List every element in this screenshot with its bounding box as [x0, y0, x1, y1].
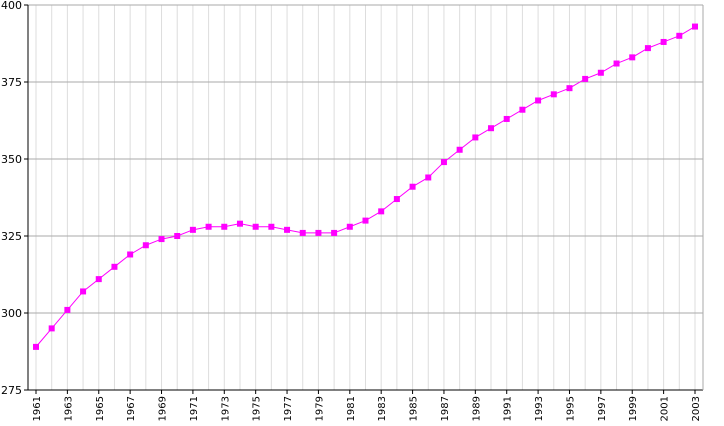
major-gridlines: [28, 4, 703, 391]
x-tick-label: 2003: [691, 396, 702, 421]
data-point: [440, 159, 447, 166]
y-tick-label: 375: [1, 76, 22, 89]
data-point: [158, 236, 165, 243]
x-tick-label: 1981: [346, 396, 357, 421]
x-axis-ticks: 1961 1963 1965 1967 1969 1971 1973 1975 1977 1979…: [32, 390, 702, 421]
data-point: [393, 196, 400, 203]
data-point: [503, 115, 510, 122]
x-tick-label: 1969: [158, 396, 169, 421]
y-tick-label: 275: [1, 384, 22, 397]
x-tick-label: 1973: [220, 396, 231, 421]
data-point: [597, 69, 604, 76]
data-series: [33, 23, 698, 350]
data-point: [488, 125, 495, 132]
y-tick-label: 350: [1, 153, 22, 166]
data-point: [472, 134, 479, 141]
x-tick-label: 1983: [377, 396, 388, 421]
x-tick-label: 1963: [63, 396, 74, 421]
data-point: [95, 276, 102, 283]
data-point: [189, 226, 196, 233]
data-point: [378, 208, 385, 215]
x-tick-label: 1999: [628, 396, 639, 421]
data-point: [127, 251, 134, 258]
x-tick-label: 1987: [440, 396, 451, 421]
data-point: [236, 220, 243, 227]
data-point: [111, 263, 118, 270]
data-point: [613, 60, 620, 67]
data-point: [205, 223, 212, 230]
data-point: [221, 223, 228, 230]
data-point: [676, 32, 683, 39]
data-point: [660, 38, 667, 45]
x-tick-label: 1995: [565, 396, 576, 421]
data-point: [252, 223, 259, 230]
data-point: [425, 174, 432, 181]
x-tick-label: 1965: [95, 396, 106, 421]
data-point: [284, 226, 291, 233]
x-tick-label: 1985: [409, 396, 420, 421]
data-point: [142, 242, 149, 249]
data-point: [550, 91, 557, 98]
x-tick-label: 1997: [597, 396, 608, 421]
y-tick-label: 325: [1, 230, 22, 243]
y-tick-label: 400: [1, 0, 22, 12]
data-point: [331, 229, 338, 236]
data-point: [346, 223, 353, 230]
minor-gridlines: [35, 5, 696, 390]
axes: [27, 5, 704, 391]
data-point: [315, 229, 322, 236]
data-point: [629, 54, 636, 61]
data-point: [362, 217, 369, 224]
x-tick-label: 1979: [314, 396, 325, 421]
data-point: [644, 45, 651, 52]
x-tick-label: 1967: [126, 396, 137, 421]
x-tick-label: 1991: [503, 396, 514, 421]
data-point: [64, 306, 71, 313]
data-point: [174, 233, 181, 239]
x-tick-label: 1975: [252, 396, 263, 421]
x-tick-label: 1977: [283, 396, 294, 421]
data-point: [582, 75, 589, 82]
x-tick-label: 1989: [471, 396, 482, 421]
data-point: [268, 223, 275, 230]
data-point: [456, 146, 463, 153]
data-point: [48, 325, 55, 332]
data-point: [33, 343, 39, 350]
data-point: [299, 229, 306, 236]
data-point: [566, 85, 573, 92]
x-tick-label: 2001: [660, 396, 671, 421]
data-point: [692, 23, 698, 30]
data-point: [80, 288, 87, 295]
data-point: [535, 97, 542, 104]
data-point: [409, 183, 416, 190]
x-tick-label: 1971: [189, 396, 200, 421]
x-tick-label: 1993: [534, 396, 545, 421]
y-axis-ticks: 275 300 325 350 375 400: [1, 0, 28, 397]
y-tick-label: 300: [1, 307, 22, 320]
x-tick-label: 1961: [32, 396, 43, 421]
data-point: [519, 106, 526, 113]
